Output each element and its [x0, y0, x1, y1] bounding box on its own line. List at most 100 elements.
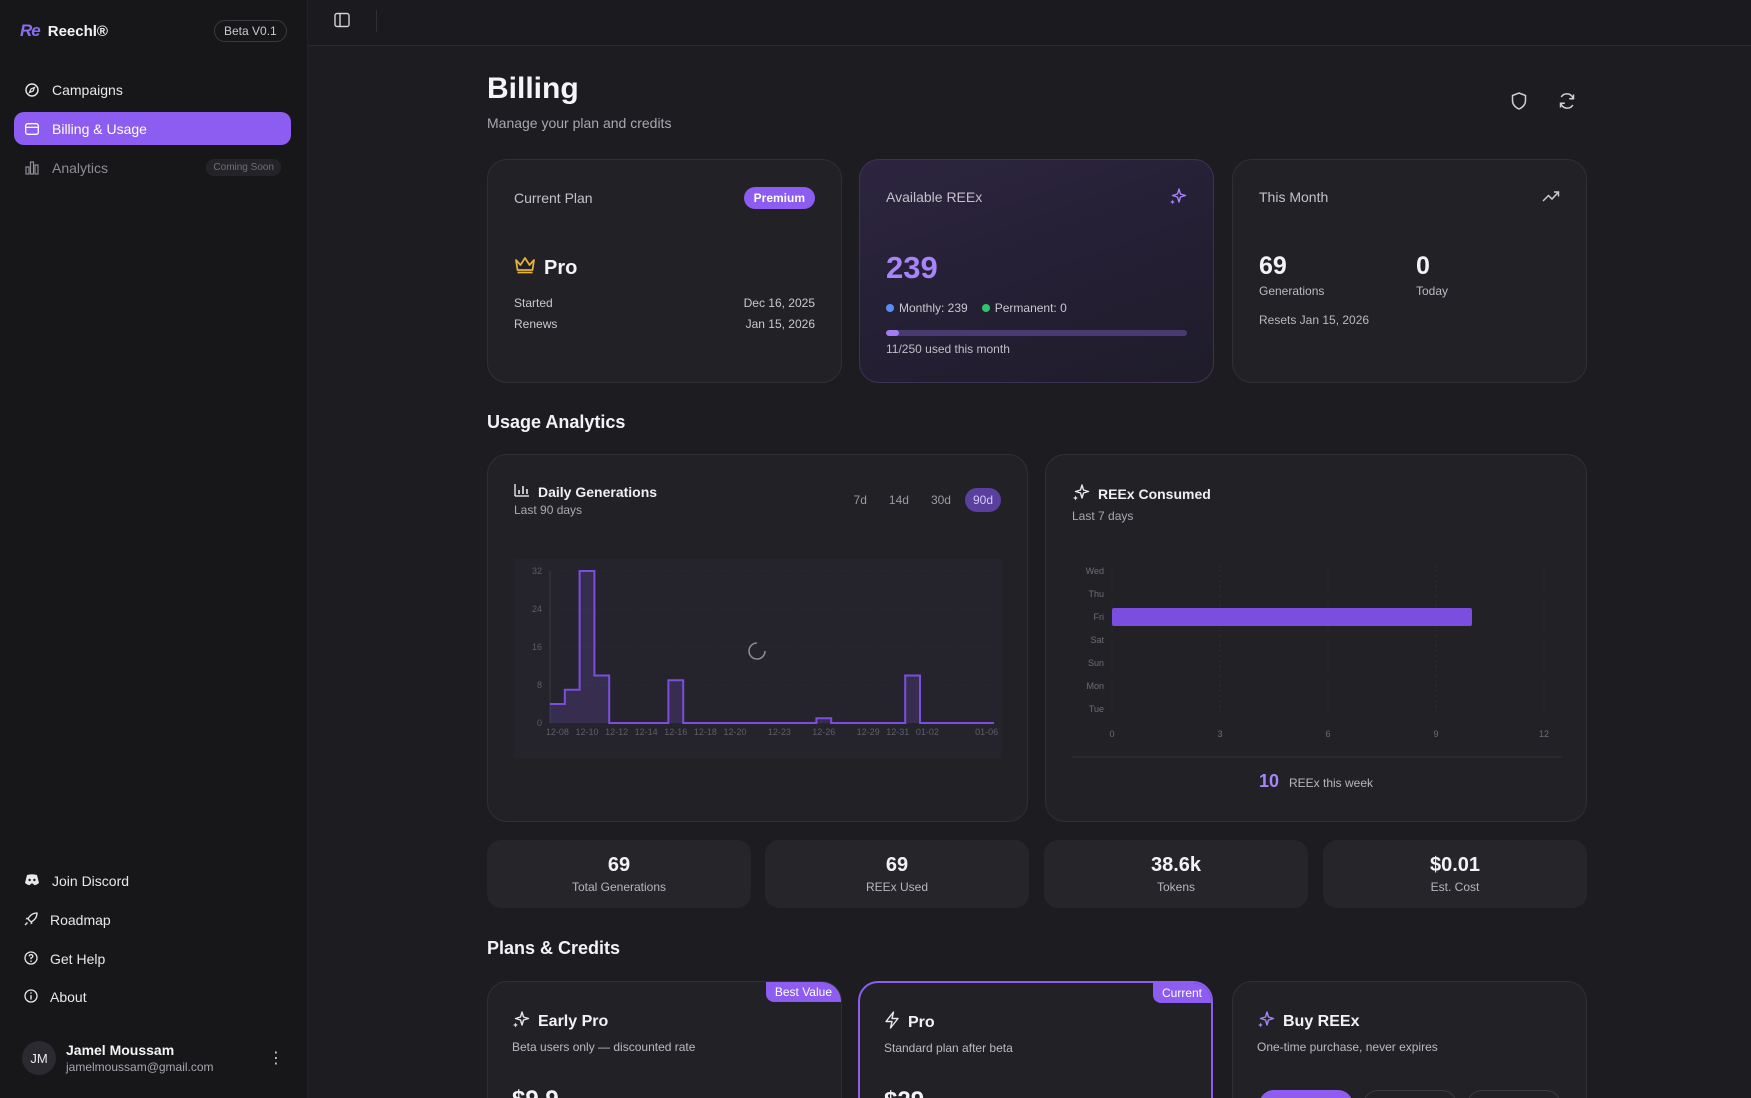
beta-badge: Beta V0.1: [214, 20, 287, 42]
range-90d[interactable]: 90d: [964, 488, 1001, 512]
this-month-label: This Month: [1259, 189, 1329, 205]
sidebar-item-analytics[interactable]: Analytics Coming Soon: [14, 151, 291, 184]
help-circle-icon: [24, 950, 38, 968]
reex-used-stat: 69 REEx Used: [765, 840, 1029, 908]
range-14d[interactable]: 14d: [888, 493, 909, 507]
page-subtitle: Manage your plan and credits: [487, 115, 672, 131]
range-7d[interactable]: 7d: [853, 493, 867, 507]
about-link[interactable]: About: [24, 986, 87, 1008]
roadmap-link[interactable]: Roadmap: [24, 909, 111, 931]
sidebar-item-label: Campaigns: [52, 81, 123, 98]
est-cost-stat: $0.01 Est. Cost: [1323, 840, 1587, 908]
reex-consumed-heading: REEx Consumed: [1072, 483, 1211, 504]
y-tick-label: Mon: [1086, 681, 1104, 691]
plan-title: Early Pro: [538, 1012, 609, 1030]
page-title: Billing: [487, 72, 579, 105]
brand-name: Reechl®: [47, 22, 108, 40]
reex-pack-option[interactable]: [1259, 1090, 1353, 1098]
today-label: Today: [1416, 284, 1449, 298]
compass-icon: [24, 82, 40, 98]
plan-card-buy-reex[interactable]: Buy REEx One-time purchase, never expire…: [1232, 981, 1587, 1098]
reex-consumed-title: REEx Consumed: [1098, 485, 1211, 502]
y-tick-label: 0: [537, 718, 542, 728]
x-tick-label: 6: [1325, 729, 1330, 739]
tokens-label: Tokens: [1156, 880, 1196, 894]
permanent-text: Permanent: 0: [994, 301, 1067, 315]
range-selector: 7d 14d 30d 90d: [846, 488, 1001, 512]
plan-title-row: Early Pro: [512, 1010, 608, 1033]
sparkles-icon: [1169, 187, 1187, 210]
y-tick-label: 32: [532, 566, 542, 576]
roadmap-label: Roadmap: [50, 912, 111, 928]
trending-up-icon: [1542, 189, 1560, 208]
y-tick-label: 16: [532, 642, 542, 652]
est-cost-label: Est. Cost: [1430, 880, 1480, 894]
monthly-breakdown: Monthly: 239: [886, 301, 968, 315]
daily-generations-subtitle: Last 90 days: [514, 503, 583, 517]
topbar-divider: [376, 10, 377, 32]
plan-title-row: Pro: [884, 1011, 935, 1034]
reex-week-label: REEx this week: [1289, 776, 1374, 790]
reex-week-summary: 10 REEx this week: [1046, 771, 1586, 792]
brand-logo: Re: [20, 21, 41, 40]
renews-row: Renews Jan 15, 2026: [514, 317, 815, 331]
daily-generations-card: Daily Generations Last 90 days 7d 14d 30…: [487, 454, 1028, 822]
plan-subtitle: One-time purchase, never expires: [1257, 1040, 1438, 1054]
x-tick-label: 12-23: [768, 727, 791, 737]
x-tick-label: 12-12: [605, 727, 628, 737]
total-generations-value: 69: [607, 854, 631, 876]
sidebar-toggle-icon[interactable]: [334, 12, 352, 30]
x-tick-label: 12-14: [635, 727, 658, 737]
join-discord-link[interactable]: Join Discord: [24, 870, 129, 892]
x-tick-label: 01-02: [916, 727, 939, 737]
user-profile[interactable]: JM Jamel Moussam jamelmoussam@gmail.com …: [22, 1040, 284, 1076]
x-tick-label: 12: [1539, 729, 1549, 739]
started-label: Started: [514, 296, 553, 310]
plan-price: $29: [884, 1087, 924, 1098]
bar: [1112, 608, 1472, 626]
coming-soon-badge: Coming Soon: [206, 159, 281, 176]
generations-value: 69: [1259, 252, 1287, 280]
plan-title: Buy REEx: [1283, 1012, 1360, 1030]
generations-label: Generations: [1259, 284, 1325, 298]
y-tick-label: Sun: [1088, 658, 1104, 668]
brand[interactable]: Re Reechl®: [20, 20, 108, 42]
monthly-dot: [886, 304, 894, 312]
usage-progress-bar: [886, 330, 1187, 336]
loading-spinner-icon: [748, 642, 766, 660]
sparkles-icon: [1257, 1010, 1275, 1033]
plan-title: Pro: [908, 1013, 935, 1031]
shield-icon[interactable]: [1511, 92, 1529, 110]
avatar: JM: [22, 1041, 56, 1075]
sidebar-item-billing[interactable]: Billing & Usage: [14, 112, 291, 145]
x-tick-label: 3: [1217, 729, 1222, 739]
available-reex-card: Available REEx 239 Monthly: 239 Permanen…: [859, 159, 1214, 383]
range-30d[interactable]: 30d: [930, 493, 951, 507]
sidebar-item-campaigns[interactable]: Campaigns: [14, 73, 291, 106]
get-help-link[interactable]: Get Help: [24, 948, 105, 970]
permanent-breakdown: Permanent: 0: [981, 301, 1067, 315]
y-tick-label: Thu: [1088, 589, 1104, 599]
info-icon: [24, 988, 38, 1006]
total-generations-stat: 69 Total Generations: [487, 840, 751, 908]
user-name: Jamel Moussam: [66, 1042, 175, 1058]
sparkles-icon: [1072, 483, 1090, 504]
x-tick-label: 12-18: [694, 727, 717, 737]
reex-pack-option[interactable]: [1467, 1090, 1561, 1098]
join-discord-label: Join Discord: [52, 873, 130, 889]
crown-icon: [514, 256, 536, 280]
plans-credits-title: Plans & Credits: [487, 938, 621, 958]
monthly-text: Monthly: 239: [899, 301, 968, 315]
rocket-icon: [24, 911, 38, 929]
plan-price: $9.9: [512, 1086, 559, 1098]
permanent-dot: [981, 304, 990, 312]
plan-card-pro[interactable]: Current Pro Standard plan after beta $29: [858, 981, 1213, 1098]
plan-card-early-pro[interactable]: Best Value Early Pro Beta users only — d…: [487, 981, 842, 1098]
more-vertical-icon[interactable]: ⋮: [268, 1050, 284, 1067]
resets-text: Resets Jan 15, 2026: [1259, 313, 1370, 327]
reex-pack-option[interactable]: [1363, 1090, 1457, 1098]
daily-generations-chart: 0 8 16 24 32 12-08 12-10 12-12 12-14 12-16 12-18 12…: [514, 559, 1002, 759]
reex-week-value: 10: [1258, 771, 1279, 791]
x-tick-label: 0: [1109, 729, 1114, 739]
refresh-icon[interactable]: [1558, 92, 1576, 110]
